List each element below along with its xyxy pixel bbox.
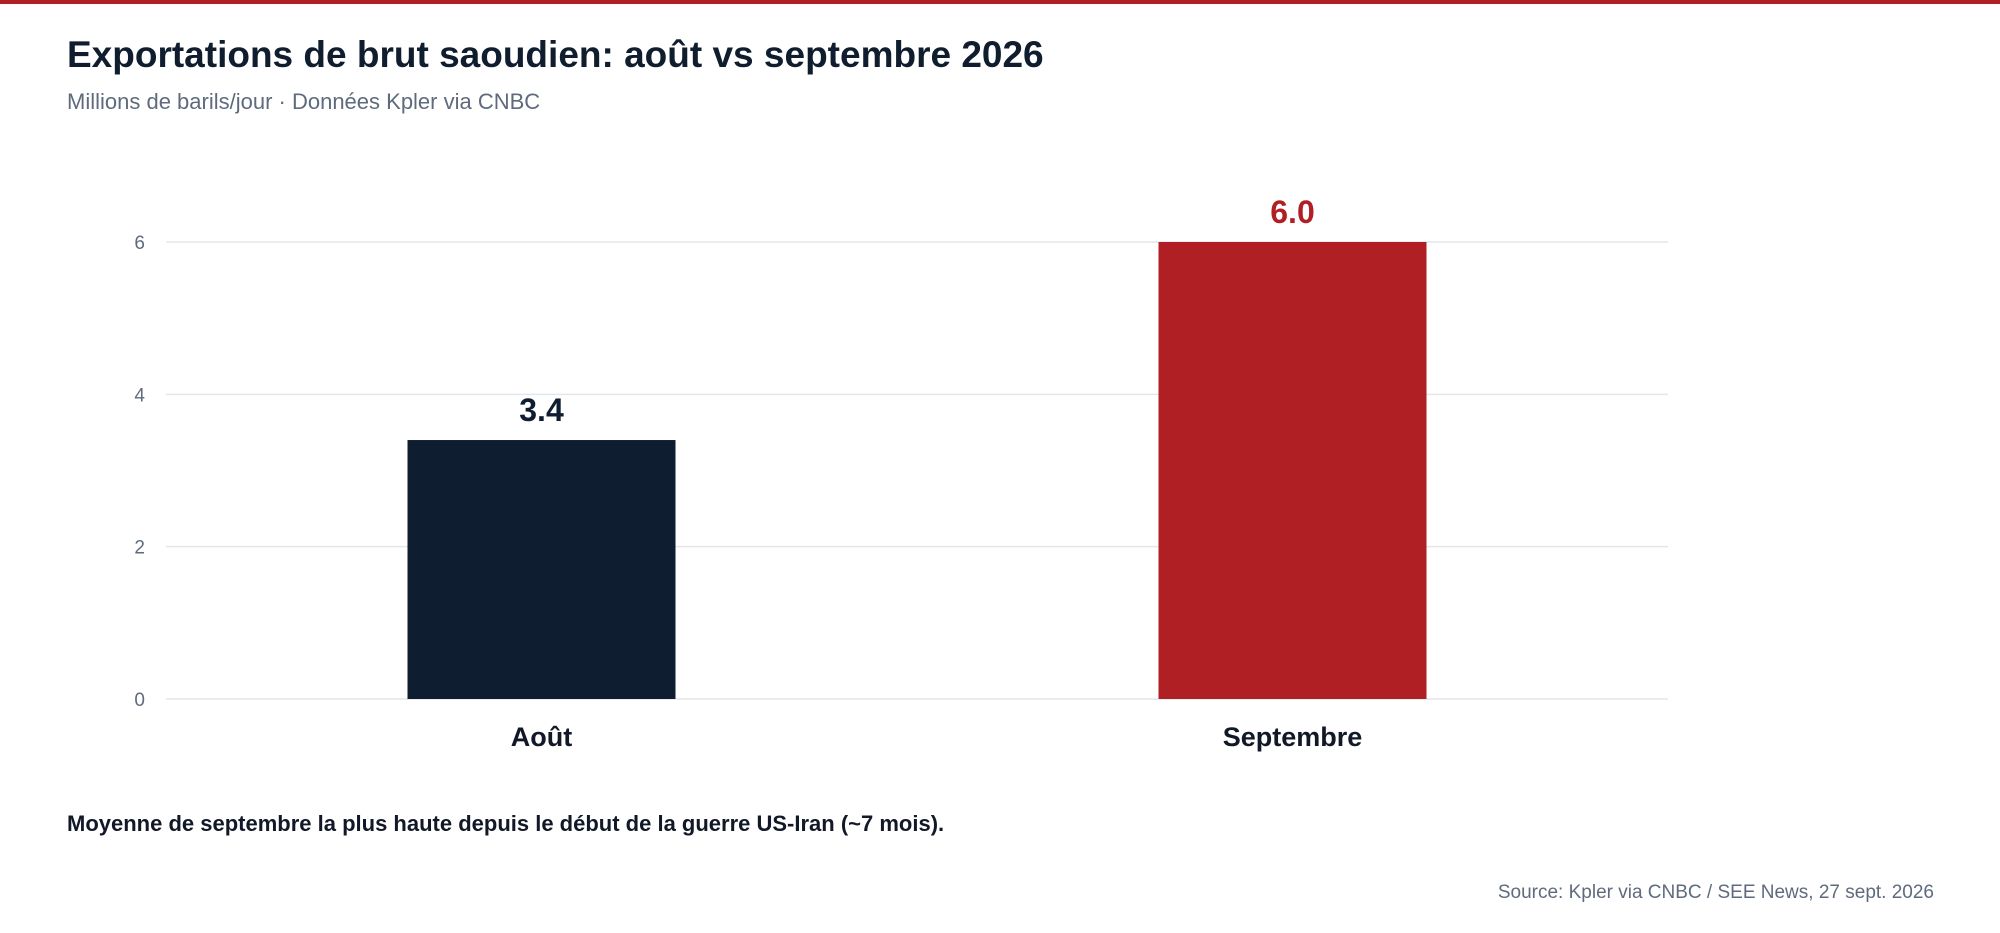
category-label: Septembre (1223, 722, 1363, 752)
chart-subtitle: Millions de barils/jour · Données Kpler … (67, 89, 541, 114)
y-tick-label: 0 (134, 690, 145, 711)
source-credit: Source: Kpler via CNBC / SEE News, 27 se… (1497, 882, 1934, 903)
chart-title: Exportations de brut saoudien: août vs s… (67, 34, 1044, 75)
y-tick-label: 4 (134, 385, 145, 406)
x-axis-labels: Août Septembre (511, 722, 1363, 752)
category-label: Août (511, 722, 572, 752)
grid-lines (166, 241, 1668, 700)
y-tick-label: 2 (134, 538, 145, 559)
value-labels: 3.4 6.0 (519, 194, 1314, 428)
bar-chart: 0 2 4 6 3.4 6.0 Août Septembre (134, 194, 1668, 752)
bar-0 (407, 440, 676, 699)
bar-1 (1158, 242, 1427, 699)
top-accent-rule (0, 0, 2000, 4)
y-axis-ticks: 0 2 4 6 (134, 233, 145, 711)
value-label: 3.4 (519, 392, 564, 428)
y-tick-label: 6 (134, 233, 145, 254)
bars (407, 242, 1427, 699)
chart-note: Moyenne de septembre la plus haute depui… (67, 811, 945, 836)
value-label: 6.0 (1270, 194, 1314, 230)
